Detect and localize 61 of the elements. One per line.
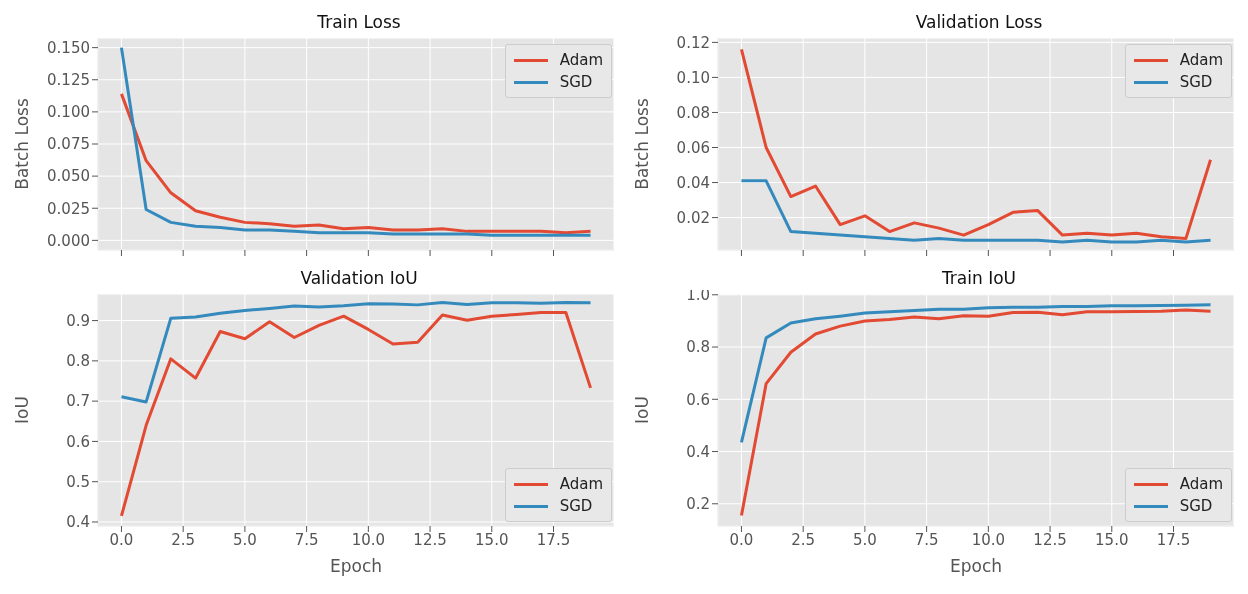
x-tick-label: 15.0 (1095, 530, 1129, 549)
y-tick-label: 0.12 (676, 33, 710, 52)
x-tick-label: 10.0 (971, 530, 1006, 549)
chart-title: Validation Loss (914, 11, 1044, 34)
legend-label: Adam (1179, 51, 1223, 69)
x-tick-label: 0.0 (109, 530, 134, 549)
y-tick-label: 0.6 (66, 432, 90, 451)
y-tick-label: 0.5 (66, 473, 90, 492)
x-tick-label: 2.5 (791, 530, 816, 549)
legend-label: Adam (559, 475, 603, 493)
x-tick-label: 17.5 (536, 530, 571, 549)
x-tick-label: 12.5 (1033, 530, 1067, 549)
legend-label: SGD (1179, 73, 1213, 91)
y-tick-label: 0.10 (676, 68, 710, 87)
legend-label: SGD (559, 73, 593, 91)
y-tick-label: 0.150 (47, 38, 90, 57)
x-tick-label: 5.0 (232, 530, 257, 549)
y-axis-title: IoU (632, 396, 653, 424)
x-tick-label: 5.0 (852, 530, 877, 549)
y-tick-label: 0.050 (47, 167, 90, 186)
y-tick-label: 0.02 (676, 208, 710, 227)
y-tick-label: 0.2 (686, 495, 710, 514)
y-tick-label: 0.125 (47, 71, 90, 90)
x-tick-label: 17.5 (1156, 530, 1191, 549)
y-axis-title: Batch Loss (12, 98, 33, 190)
y-tick-label: 0.4 (686, 442, 710, 461)
chart-title: Train IoU (941, 268, 1017, 288)
legend-label: SGD (559, 497, 593, 515)
y-tick-label: 0.7 (66, 392, 90, 411)
x-tick-label: 10.0 (351, 530, 386, 549)
line-series (739, 303, 1213, 444)
x-axis-title: Epoch (949, 556, 1003, 576)
y-tick-label: 0.100 (47, 103, 90, 122)
y-tick-label: 0.4 (66, 513, 90, 532)
y-tick-label: 0.04 (676, 173, 710, 192)
line-series (739, 179, 1213, 244)
y-axis-title: Batch Loss (632, 98, 653, 190)
y-tick-label: 0.8 (66, 352, 90, 371)
x-tick-label: 12.5 (413, 530, 447, 549)
x-tick-label: 15.0 (475, 530, 509, 549)
y-tick-label: 0.9 (66, 311, 90, 330)
y-tick-label: 0.08 (676, 103, 710, 122)
x-axis-title: Epoch (329, 556, 383, 576)
line-series (119, 92, 593, 235)
line-series (119, 300, 593, 404)
x-tick-label: 7.5 (914, 530, 939, 549)
legend-label: Adam (559, 51, 603, 69)
y-tick-label: 0.075 (47, 135, 90, 154)
y-axis-title: IoU (12, 396, 33, 424)
chart-title: Validation IoU (299, 267, 419, 290)
y-tick-label: 0.06 (676, 138, 710, 157)
y-tick-label: 0.025 (47, 199, 90, 218)
y-tick-label: 0.000 (47, 231, 90, 250)
x-tick-label: 7.5 (294, 530, 319, 549)
y-tick-label: 0.8 (686, 338, 710, 357)
x-tick-label: 2.5 (171, 530, 196, 549)
legend-label: Adam (1179, 475, 1223, 493)
y-tick-label: 0.6 (686, 390, 710, 409)
chart-title: Train Loss (316, 11, 402, 34)
x-tick-label: 0.0 (729, 530, 754, 549)
legend-label: SGD (1179, 497, 1213, 515)
